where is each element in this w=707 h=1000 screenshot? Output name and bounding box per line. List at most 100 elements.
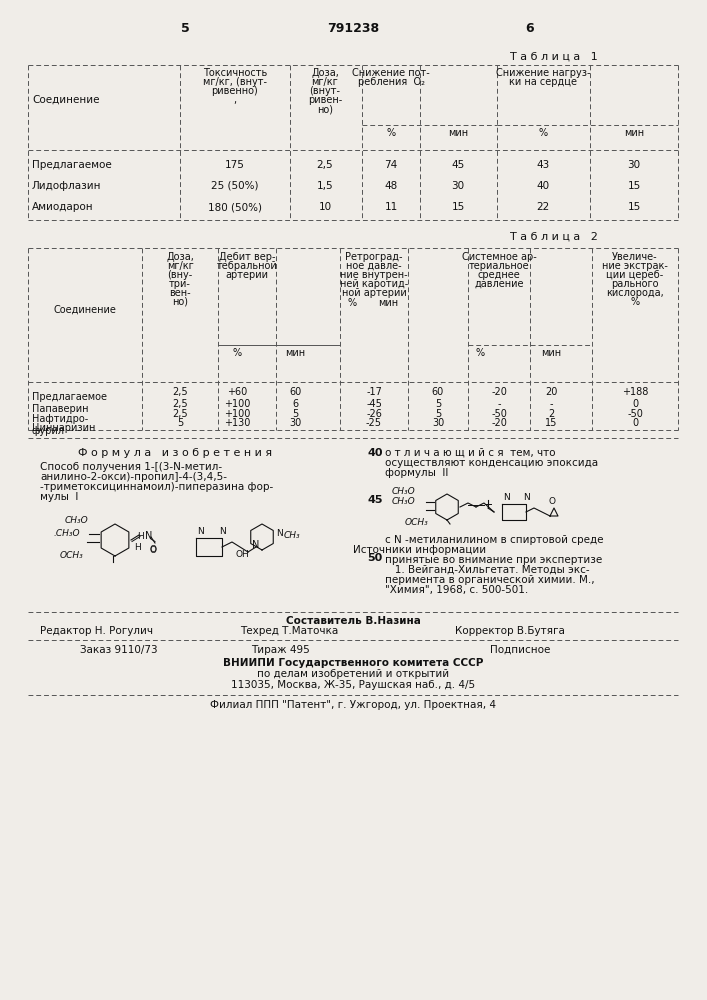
Text: .CH₃O: .CH₃O — [53, 529, 80, 538]
Text: Предлагаемое: Предлагаемое — [32, 392, 107, 402]
Text: мин: мин — [541, 348, 561, 358]
Text: CH₃O: CH₃O — [65, 516, 89, 525]
Text: по делам изобретений и открытий: по делам изобретений и открытий — [257, 669, 449, 679]
Text: мг/кг: мг/кг — [167, 261, 194, 271]
Text: N: N — [252, 540, 259, 550]
Text: 45: 45 — [451, 160, 464, 170]
Text: ВНИИПИ Государственного комитета СССР: ВНИИПИ Государственного комитета СССР — [223, 658, 483, 668]
Text: Лидофлазин: Лидофлазин — [32, 181, 102, 191]
Text: 2,5: 2,5 — [173, 387, 188, 397]
Text: Т а б л и ц а   2: Т а б л и ц а 2 — [510, 232, 598, 242]
Text: осуществляют конденсацию эпоксида: осуществляют конденсацию эпоксида — [385, 458, 598, 468]
Text: Т а б л и ц а   1: Т а б л и ц а 1 — [510, 52, 597, 62]
Text: 2,5: 2,5 — [173, 399, 188, 409]
Text: -: - — [549, 399, 553, 409]
Text: Предлагаемое: Предлагаемое — [32, 160, 112, 170]
Text: Тираж 495: Тираж 495 — [250, 645, 310, 655]
Text: мг/кг: мг/кг — [312, 77, 339, 87]
Text: CH₃: CH₃ — [284, 532, 300, 540]
Text: Амиодарон: Амиодарон — [32, 202, 93, 212]
Text: но): но) — [317, 104, 333, 114]
Text: но): но) — [172, 297, 188, 307]
Text: Филиал ППП "Патент", г. Ужгород, ул. Проектная, 4: Филиал ППП "Патент", г. Ужгород, ул. Про… — [210, 700, 496, 710]
Text: +100: +100 — [224, 399, 250, 409]
Text: 5: 5 — [292, 409, 298, 419]
Text: мин: мин — [378, 298, 398, 308]
Text: N: N — [145, 531, 153, 541]
Text: Снижение пот-: Снижение пот- — [352, 68, 430, 78]
Text: Корректор В.Бутяга: Корректор В.Бутяга — [455, 626, 565, 636]
Text: рального: рального — [612, 279, 659, 289]
Text: мулы  I: мулы I — [40, 492, 78, 502]
Text: три-: три- — [169, 279, 191, 289]
Text: -25: -25 — [366, 418, 382, 428]
Text: (вну-: (вну- — [168, 270, 192, 280]
Text: ние внутрен-: ние внутрен- — [340, 270, 408, 280]
Text: (внут-: (внут- — [310, 86, 341, 96]
Text: Токсичность: Токсичность — [203, 68, 267, 78]
Text: H: H — [134, 543, 141, 552]
Text: Доза,: Доза, — [311, 68, 339, 78]
Text: CH₃O: CH₃O — [392, 497, 416, 506]
Text: %: % — [539, 128, 547, 138]
Text: 11: 11 — [385, 202, 397, 212]
Text: 30: 30 — [452, 181, 464, 191]
Text: Техред Т.Маточка: Техред Т.Маточка — [240, 626, 338, 636]
Text: с N -метиланилином в спиртовой среде: с N -метиланилином в спиртовой среде — [385, 535, 604, 545]
Text: ривен-: ривен- — [308, 95, 342, 105]
Text: 20: 20 — [545, 387, 557, 397]
Text: 6: 6 — [292, 399, 298, 409]
Text: кислорода,: кислорода, — [606, 288, 664, 298]
Text: Увеличе-: Увеличе- — [612, 252, 658, 262]
Text: ребления  О₂: ребления О₂ — [358, 77, 424, 87]
Text: 113035, Москва, Ж-35, Раушская наб., д. 4/5: 113035, Москва, Ж-35, Раушская наб., д. … — [231, 680, 475, 690]
Text: давление: давление — [474, 279, 524, 289]
Text: 15: 15 — [627, 181, 641, 191]
Text: вен-: вен- — [169, 288, 191, 298]
Text: 30: 30 — [432, 418, 444, 428]
Text: 50: 50 — [367, 553, 382, 563]
Text: 5: 5 — [435, 409, 441, 419]
Text: -20: -20 — [491, 418, 507, 428]
Text: CH₃O: CH₃O — [392, 487, 416, 496]
Text: 0: 0 — [632, 418, 638, 428]
Text: 791238: 791238 — [327, 22, 379, 35]
Text: Соединение: Соединение — [54, 305, 117, 315]
Text: +130: +130 — [224, 418, 250, 428]
Text: ,: , — [233, 95, 237, 105]
Text: Редактор Н. Рогулич: Редактор Н. Рогулич — [40, 626, 153, 636]
Text: 22: 22 — [537, 202, 549, 212]
Text: -26: -26 — [366, 409, 382, 419]
Text: %: % — [387, 128, 395, 138]
Text: N: N — [219, 527, 226, 536]
Text: ки на сердце: ки на сердце — [509, 77, 577, 87]
Text: Соединение: Соединение — [32, 95, 100, 105]
Text: 15: 15 — [627, 202, 641, 212]
Text: 180 (50%): 180 (50%) — [208, 202, 262, 212]
Text: мин: мин — [285, 348, 305, 358]
Text: мин: мин — [448, 128, 468, 138]
Text: ние экстрак-: ние экстрак- — [602, 261, 668, 271]
Text: ное давле-: ное давле- — [346, 261, 402, 271]
Text: 1,5: 1,5 — [317, 181, 333, 191]
Text: 30: 30 — [627, 160, 641, 170]
Text: 15: 15 — [545, 418, 557, 428]
Text: %: % — [631, 297, 640, 307]
Text: Доза,: Доза, — [166, 252, 194, 262]
Text: среднее: среднее — [478, 270, 520, 280]
Text: Ретроград-: Ретроград- — [345, 252, 403, 262]
Text: Источники информации: Источники информации — [354, 545, 486, 555]
Text: %: % — [233, 348, 242, 358]
Text: 48: 48 — [385, 181, 397, 191]
Text: ной артерии: ной артерии — [341, 288, 407, 298]
Text: 25 (50%): 25 (50%) — [211, 181, 259, 191]
Text: териальное: териальное — [469, 261, 530, 271]
Text: Составитель В.Назина: Составитель В.Назина — [286, 616, 421, 626]
Text: перимента в органической химии. М.,: перимента в органической химии. М., — [385, 575, 595, 585]
Text: мг/кг, (внут-: мг/кг, (внут- — [203, 77, 267, 87]
Text: Подписное: Подписное — [490, 645, 550, 655]
Text: 30: 30 — [289, 418, 301, 428]
Text: -20: -20 — [491, 387, 507, 397]
Text: 2: 2 — [548, 409, 554, 419]
Text: -50: -50 — [491, 409, 507, 419]
